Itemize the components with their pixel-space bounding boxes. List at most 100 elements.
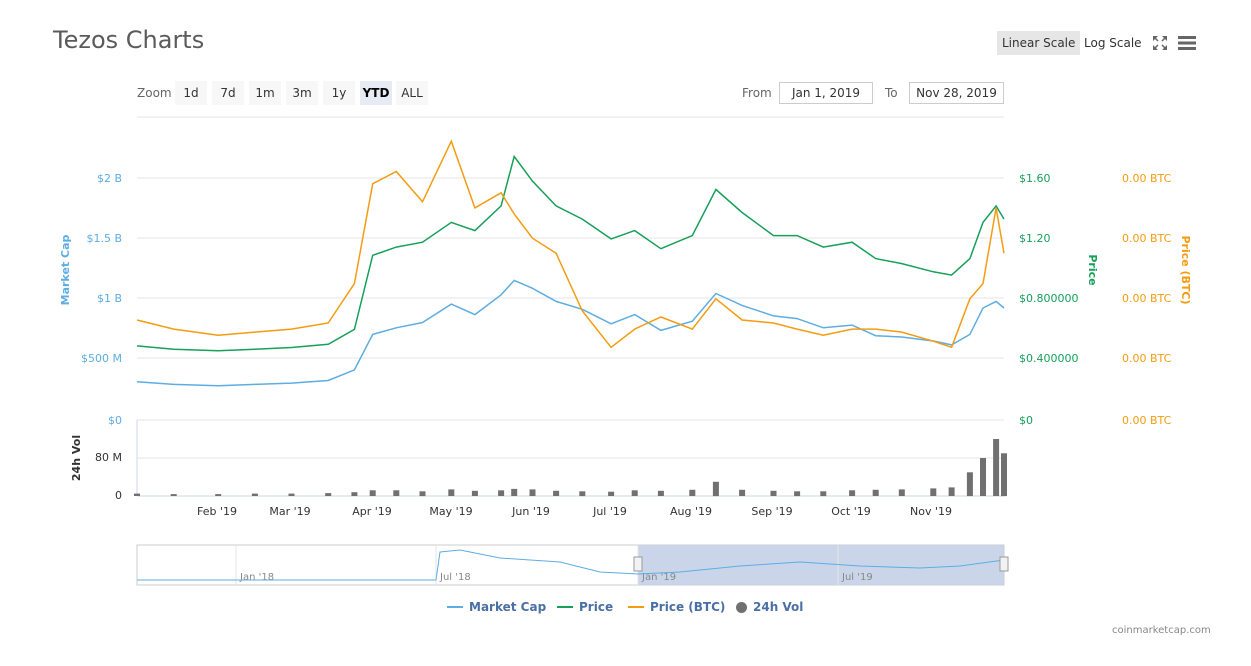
volume-bar (1001, 453, 1007, 497)
x-tick-label: Oct '19 (831, 505, 871, 518)
price-tick-label: $1.60 (1019, 172, 1051, 185)
legend-market-cap[interactable]: Market Cap (447, 600, 546, 614)
volume-bar (849, 490, 856, 496)
volume-bar (770, 490, 777, 496)
market-cap-tick-label: $0 (108, 414, 122, 427)
price-btc-tick-label: 0.00 BTC (1122, 232, 1172, 245)
volume-bar (930, 488, 937, 496)
price-btc-tick-label: 0.00 BTC (1122, 352, 1172, 365)
legend-price-btc[interactable]: Price (BTC) (628, 600, 725, 614)
price-btc-tick-label: 0.00 BTC (1122, 292, 1172, 305)
volume-bar (215, 494, 222, 496)
zoom-1y-button[interactable]: 1y (323, 81, 355, 105)
market-cap-tick-label: $1 B (97, 292, 122, 305)
legend-price-btc-swatch (628, 606, 644, 608)
price-line (136, 154, 1005, 352)
legend-24h-vol-label: 24h Vol (753, 600, 804, 614)
volume-bar (419, 491, 426, 497)
volume-bar (689, 489, 696, 496)
price-tick-label: $1.20 (1019, 232, 1051, 245)
volume-bar (529, 489, 536, 496)
x-tick-label: Aug '19 (670, 505, 712, 518)
zoom-1d-button[interactable]: 1d (175, 81, 207, 105)
x-tick-label: Apr '19 (352, 505, 392, 518)
navigator-tick-label: Jul '19 (841, 572, 873, 583)
navigator-tick-label: Jan '18 (239, 572, 274, 583)
x-tick-label: Feb '19 (197, 505, 237, 518)
volume-bar (511, 488, 518, 496)
navigator-tick-label: Jan '19 (641, 572, 676, 583)
volume-bar (794, 491, 801, 497)
legend-market-cap-swatch (447, 606, 463, 608)
legend-24h-vol-dot (736, 601, 747, 613)
price-tick-label: $0.400000 (1019, 352, 1079, 365)
price-btc-tick-label: 0.00 BTC (1122, 172, 1172, 185)
navigator-selected-range[interactable] (638, 545, 1004, 585)
volume-bar (872, 489, 879, 496)
volume-bar (579, 491, 586, 497)
zoom-label: Zoom (137, 86, 172, 100)
price-tick-label: $0 (1019, 414, 1033, 427)
volume-bar (966, 472, 973, 497)
volume-bar (553, 490, 560, 496)
volume-tick-label: 0 (115, 489, 122, 502)
volume-tick-label: 80 M (95, 451, 122, 464)
credit-link[interactable]: coinmarketcap.com (1112, 625, 1211, 636)
volume-bar (608, 491, 615, 496)
to-label: To (885, 86, 898, 100)
market-cap-tick-label: $2 B (97, 172, 122, 185)
zoom-3m-button[interactable]: 3m (286, 81, 318, 105)
x-tick-label: Nov '19 (910, 505, 952, 518)
from-date-input[interactable]: Jan 1, 2019 (779, 82, 873, 104)
market-cap-axis-title: Market Cap (59, 235, 72, 306)
x-tick-label: Mar '19 (269, 505, 310, 518)
linear-scale-button[interactable]: Linear Scale (997, 31, 1081, 55)
price-btc-axis-title: Price (BTC) (1179, 235, 1192, 304)
legend-price-label: Price (579, 600, 614, 614)
volume-bar (288, 493, 295, 496)
zoom-1m-button[interactable]: 1m (249, 81, 281, 105)
volume-bar (820, 491, 827, 497)
volume-axis-title: 24h Vol (70, 435, 83, 481)
volume-bar (980, 458, 986, 496)
navigator-tick-label: Jul '18 (439, 572, 471, 583)
log-scale-button[interactable]: Log Scale (1084, 36, 1142, 50)
legend-24h-vol[interactable]: 24h Vol (736, 600, 803, 614)
market-cap-line (136, 279, 1005, 387)
zoom-ytd-button[interactable]: YTD (360, 81, 392, 105)
volume-bar (739, 489, 746, 496)
fullscreen-icon[interactable] (1152, 35, 1168, 51)
market-cap-tick-label: $1.5 B (86, 232, 122, 245)
navigator-left-handle[interactable] (633, 556, 643, 572)
volume-bar (134, 493, 140, 496)
volume-bar (351, 492, 358, 496)
volume-bar (251, 493, 258, 496)
zoom-all-button[interactable]: ALL (396, 81, 428, 105)
volume-bar (631, 490, 638, 496)
volume-bar (498, 490, 505, 496)
price-tick-label: $0.800000 (1019, 292, 1079, 305)
to-date-input[interactable]: Nov 28, 2019 (909, 82, 1004, 104)
volume-bar (369, 490, 376, 496)
legend-price-swatch (557, 606, 573, 608)
legend-market-cap-label: Market Cap (469, 600, 547, 614)
volume-bar (393, 490, 400, 496)
volume-bar (898, 489, 905, 496)
zoom-7d-button[interactable]: 7d (212, 81, 244, 105)
volume-bar (471, 490, 478, 496)
page-title: Tezos Charts (53, 26, 205, 54)
volume-bar (448, 489, 455, 496)
volume-bar (325, 493, 332, 496)
volume-bar (993, 439, 1000, 496)
hamburger-menu-icon[interactable] (1178, 35, 1196, 51)
legend-price[interactable]: Price (557, 600, 613, 614)
volume-bar (657, 490, 664, 496)
navigator-right-handle[interactable] (999, 556, 1009, 572)
price-axis-title: Price (1086, 254, 1099, 285)
volume-bar (948, 487, 955, 496)
legend-price-btc-label: Price (BTC) (650, 600, 726, 614)
x-tick-label: May '19 (429, 505, 472, 518)
volume-bar (170, 494, 177, 496)
volume-bar (712, 481, 719, 497)
